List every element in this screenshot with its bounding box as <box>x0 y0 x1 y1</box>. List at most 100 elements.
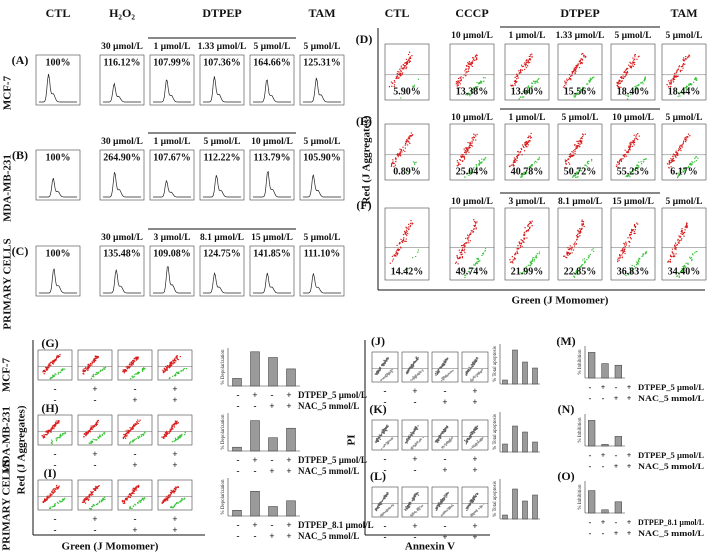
bar <box>268 437 278 452</box>
red-events <box>435 491 449 511</box>
bar-chart-y-label: % Depolarization <box>221 414 226 450</box>
treatment-sign: - <box>589 394 592 403</box>
red-events <box>122 356 140 374</box>
green-events <box>48 497 66 510</box>
treatment-sign: - <box>54 525 57 535</box>
treatment-sign: + <box>286 401 291 411</box>
treatment-sign: + <box>92 514 97 524</box>
green-events <box>400 78 420 99</box>
concentration: 5 µmol/L <box>562 113 599 123</box>
bar <box>232 378 242 387</box>
percentage: 116.12% <box>104 57 141 68</box>
percentage: 13.60% <box>511 86 544 97</box>
green-events <box>129 367 146 380</box>
treatment-sign: + <box>252 390 257 400</box>
green-events <box>469 368 483 382</box>
red-events <box>666 222 689 263</box>
percentage: 164.66% <box>253 57 291 68</box>
panel-letter: (J) <box>371 334 385 348</box>
plot-box <box>661 123 707 181</box>
plot-box <box>117 414 153 446</box>
percentage: 25.04% <box>456 166 489 177</box>
treatment-label: NAC_5 mmol/L <box>638 529 704 538</box>
green-events <box>405 161 417 174</box>
green-events <box>402 249 420 272</box>
green-events <box>128 497 146 510</box>
x-axis-label: Annexin V <box>405 541 455 553</box>
plot-box <box>199 245 245 297</box>
treatment-sign: - <box>384 454 387 464</box>
plot-box <box>99 54 145 106</box>
green-events <box>129 431 146 445</box>
treatment-sign: - <box>414 397 417 407</box>
green-events <box>440 504 455 517</box>
plot-box <box>199 54 245 106</box>
bar <box>250 420 260 452</box>
treatment-sign: + <box>92 384 97 394</box>
plot-box <box>117 349 153 381</box>
green-events <box>49 368 66 380</box>
green-events <box>88 496 106 510</box>
treatment-sign: + <box>614 462 619 471</box>
red-events <box>510 53 533 87</box>
concentration: 1.33 µmol/L <box>198 42 247 52</box>
plot-box <box>149 149 195 201</box>
histogram-trace <box>203 175 241 198</box>
plot-box <box>557 207 603 281</box>
y-axis-label: Red (J Aggregates) <box>361 115 373 204</box>
red-events <box>666 133 691 169</box>
concentration: 5 µmol/L <box>666 31 703 41</box>
treatment-sign: - <box>237 531 240 541</box>
green-events <box>441 436 454 449</box>
treatment-label: NAC_5 mmol/L <box>298 531 359 541</box>
red-events <box>404 425 419 444</box>
treatment-sign: - <box>271 390 274 400</box>
concentration: 5 µmol/L <box>204 137 241 147</box>
green-events <box>518 77 540 100</box>
concentration: 3 µmol/L <box>154 233 191 243</box>
percentage: 124.75% <box>203 248 241 259</box>
percentage: 21.99% <box>511 266 544 277</box>
treatment-sign: + <box>92 449 97 459</box>
bar <box>588 420 596 447</box>
bar <box>502 443 508 453</box>
plot-box <box>384 43 430 101</box>
histogram-trace <box>303 174 341 198</box>
percentage: 50.72% <box>564 166 597 177</box>
concentration: 5 µmol/L <box>304 233 341 243</box>
red-events <box>615 133 640 168</box>
cell-line-label: MCF-7 <box>2 75 14 110</box>
panel-letter: (D) <box>356 32 373 46</box>
green-events <box>573 76 595 98</box>
concentration: 1 µmol/L <box>509 113 546 123</box>
green-events <box>410 436 424 450</box>
treatment-sign: + <box>601 383 606 392</box>
treatment-sign: + <box>286 390 291 400</box>
treatment-sign: - <box>94 525 97 535</box>
red-events <box>81 484 100 504</box>
treatment-sign: - <box>254 401 257 411</box>
plot-box <box>249 245 295 297</box>
bar <box>532 494 538 520</box>
red-events <box>455 54 478 89</box>
column-header: TAM <box>670 6 697 20</box>
green-events <box>169 497 186 509</box>
red-events <box>42 484 60 504</box>
concentration: 8.1 µmol/L <box>558 197 602 207</box>
percentage: 111.10% <box>304 248 340 259</box>
treatment-sign: + <box>286 520 291 530</box>
treatment-sign: + <box>172 514 177 524</box>
treatment-sign: + <box>172 525 177 535</box>
green-events <box>463 247 487 279</box>
red-events <box>666 54 691 88</box>
percentage: 141.85% <box>253 248 291 259</box>
bar <box>502 379 508 385</box>
treatment-label: NAC_5 mmol/L <box>638 462 704 471</box>
red-events <box>616 222 639 263</box>
green-events <box>409 504 424 517</box>
treatment-sign: + <box>442 397 447 407</box>
histogram-trace <box>103 269 141 294</box>
treatment-sign: + <box>286 531 291 541</box>
percentage: 113.79% <box>254 152 291 163</box>
plot-box <box>661 43 707 101</box>
